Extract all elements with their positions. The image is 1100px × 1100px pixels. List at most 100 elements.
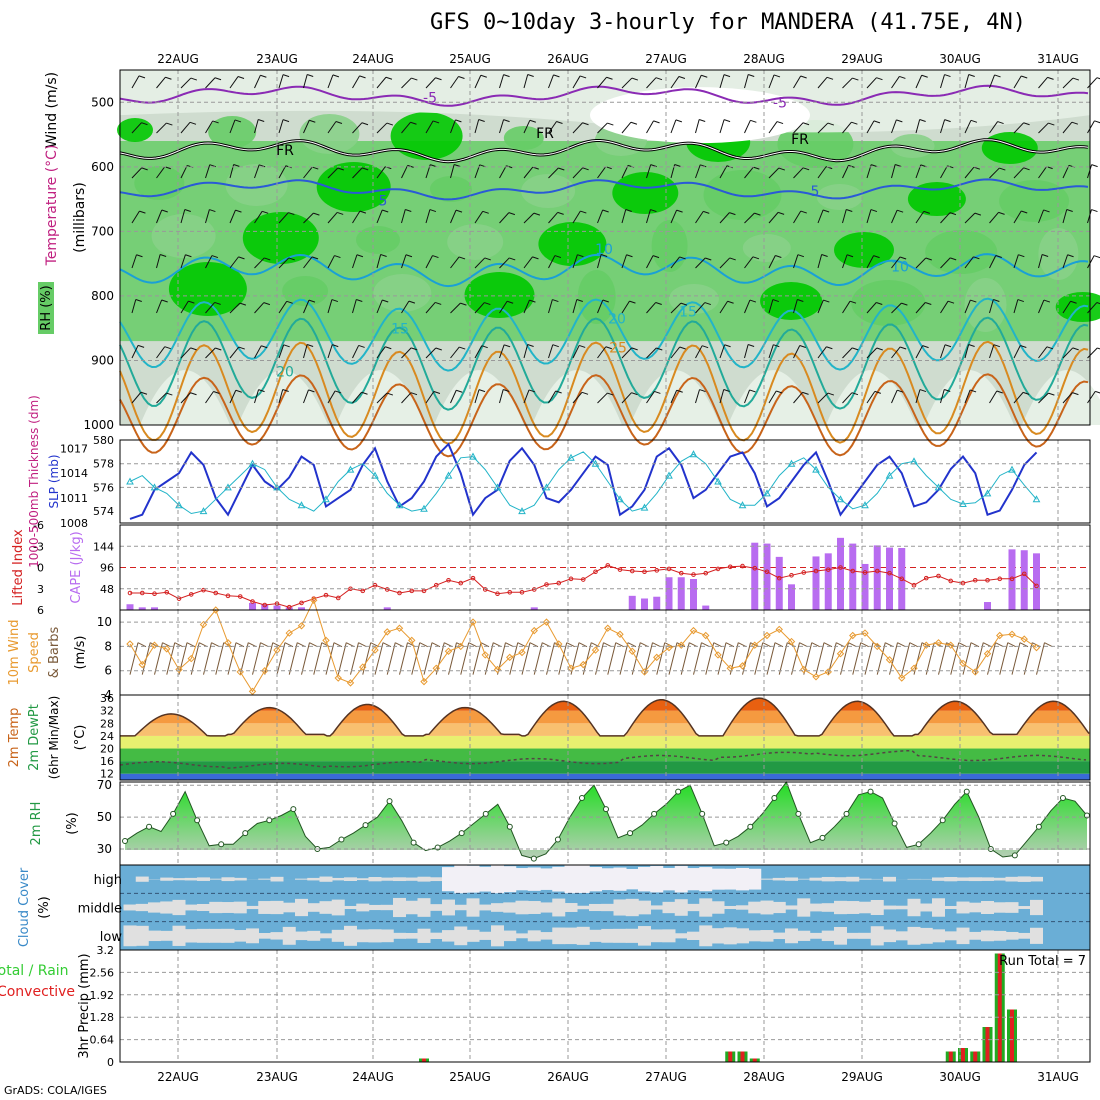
wind-barb (376, 76, 387, 89)
panel-axis-title: 3hr Precip (mm) (77, 953, 92, 1058)
lifted-index-marker (874, 568, 880, 574)
wind-barb-flag (139, 210, 146, 214)
wind-barb-flag (625, 209, 632, 212)
wind-barb-flag (901, 302, 908, 306)
wind-barb-flag (797, 254, 805, 258)
wind-barb-flag (996, 390, 1003, 394)
wind-barb (533, 642, 543, 675)
wind-barb (889, 642, 898, 675)
wind-barb (915, 345, 924, 359)
wind-barb (695, 345, 703, 359)
wind-barb-flag (650, 209, 657, 213)
cloud-clear-block (821, 876, 835, 882)
contour-label: FR (791, 132, 809, 148)
date-label-top: 26AUG (547, 52, 589, 66)
wind-barb (548, 299, 553, 314)
wind-barb (205, 302, 216, 314)
wind-speed-marker (420, 677, 428, 686)
wind-barb (768, 255, 776, 269)
wind-speed-marker (959, 659, 967, 668)
rh-blob (168, 262, 247, 316)
wind-barb (425, 347, 437, 359)
wind-barb (352, 122, 363, 134)
wind-barb-flag (337, 211, 344, 215)
rh-marker (795, 810, 802, 817)
wind-barb-flag (503, 344, 511, 348)
y-tick-label: 578 (93, 458, 114, 471)
wind-barb (254, 164, 260, 179)
contour-label: 15 (679, 305, 697, 321)
cloud-clear-block (821, 930, 835, 942)
contour-label: 25 (609, 341, 627, 357)
temperature-contour (119, 253, 1089, 288)
wind-barb (1038, 166, 1048, 179)
wind-barb-flag (823, 299, 830, 303)
y-tick-label: 0 (37, 562, 44, 575)
wind-barb (1013, 254, 1019, 269)
wind-speed-marker (187, 654, 195, 663)
y-tick-label: 70 (97, 778, 112, 792)
wind-barb (793, 75, 802, 89)
cloud-clear-block (687, 931, 700, 940)
wind-barb-flag (821, 254, 828, 257)
wind-barb-flag (308, 389, 315, 393)
wind-barb-flag (727, 300, 734, 304)
wind-barb-flag (631, 347, 638, 351)
wind-barb (817, 76, 828, 89)
cloud-clear-block (895, 905, 909, 910)
wind-barb (791, 642, 800, 675)
cloud-clear-block (417, 876, 431, 882)
rh-blob (429, 176, 472, 202)
cloud-clear-block (785, 928, 798, 944)
wind-barb-flag (896, 209, 904, 213)
wind-barb (938, 642, 947, 675)
credit-text: GrADS: COLA/IGES (4, 1084, 107, 1097)
lifted-index-marker (887, 570, 892, 576)
wind-speed-marker (555, 640, 563, 648)
rh-blob (316, 162, 391, 212)
wind-barb-flag (724, 344, 731, 348)
cloud-clear-block (919, 903, 933, 912)
cloud-clear-block (246, 928, 259, 944)
lifted-index-marker (985, 577, 990, 583)
wind-barb-flag (282, 74, 290, 78)
cloud-clear-block (944, 931, 958, 941)
wind-barb-flag (630, 121, 638, 125)
wind-speed-marker (763, 631, 771, 640)
wind-barb (940, 257, 951, 269)
cloud-clear-block (148, 930, 161, 942)
rh-marker (122, 838, 128, 845)
lifted-index-marker (936, 573, 941, 579)
rh-marker (915, 841, 922, 848)
wind-barb-flag (286, 300, 293, 304)
wind-barb (915, 302, 926, 314)
cloud-clear-block (699, 925, 713, 947)
wind-barb (1062, 77, 1074, 89)
wind-barb-flag (432, 120, 440, 124)
wind-speed-marker (996, 631, 1004, 640)
rh-marker (386, 798, 393, 805)
cloud-clear-block (846, 901, 860, 914)
wind-speed-marker (248, 687, 257, 696)
wind-barb (817, 166, 827, 179)
precip-convective-bar (422, 1058, 426, 1062)
cloud-clear-block (527, 867, 541, 891)
wind-barb (499, 119, 505, 134)
cloud-clear-block (515, 933, 529, 939)
cape-bar (641, 598, 648, 610)
wind-barb (597, 76, 607, 89)
wind-barb-flag (602, 209, 609, 213)
wind-barb (474, 257, 486, 269)
wind-barb-flag (480, 74, 487, 78)
wind-barb (401, 347, 412, 359)
cloud-clear-block (540, 868, 553, 890)
wind-barb-flag (435, 77, 442, 81)
wind-barb (425, 391, 435, 404)
cloud-clear-block (638, 866, 651, 892)
cloud-clear-block (1030, 899, 1043, 916)
precip-convective-bar (728, 1051, 733, 1062)
cloud-clear-block (172, 899, 186, 916)
wind-barb (817, 299, 824, 314)
wind-barb (460, 642, 470, 675)
